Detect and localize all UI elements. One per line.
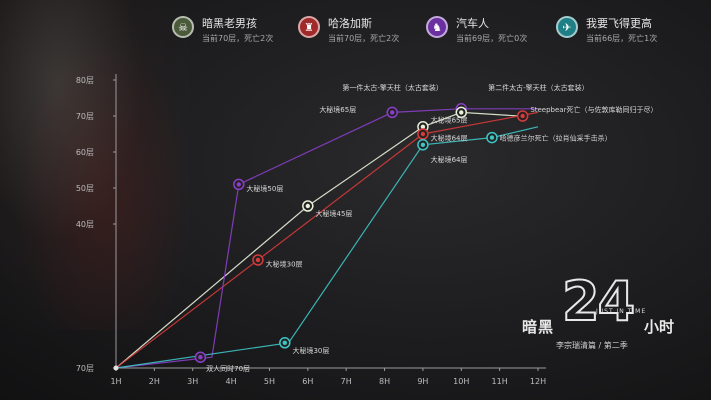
- series-marker: [279, 337, 291, 349]
- series-marker: [455, 106, 468, 119]
- chart-annotation: 大秘境64层: [431, 134, 468, 143]
- marker-dot: [420, 124, 426, 129]
- x-tick-label: 9H: [417, 377, 428, 386]
- series-marker: [486, 131, 498, 144]
- legend-player-name: 哈洛加斯: [328, 17, 372, 30]
- legend-player-name: 汽车人: [456, 17, 489, 30]
- origin-dot: [113, 365, 119, 371]
- marker-dot: [420, 142, 426, 147]
- x-tick-label: 1H: [110, 377, 121, 386]
- series-line-3: [115, 126, 539, 369]
- chart-annotation: Steepbear死亡（与佐敦库勒同归于尽）: [530, 105, 657, 114]
- y-tick-label: 80层: [76, 76, 94, 85]
- x-tick-label: 10H: [453, 377, 469, 386]
- skull-icon: ☠: [172, 16, 194, 38]
- bird-icon: ✈: [556, 16, 578, 38]
- series-line-0: [115, 111, 519, 369]
- logo-subtitle: 李宗瑞清篇 / 第二季: [556, 341, 628, 350]
- logo-number: 24: [561, 269, 636, 334]
- series-marker: [302, 200, 314, 212]
- y-tick-label: 40层: [76, 220, 94, 229]
- chart-markers: [113, 103, 529, 371]
- background-character-art: [0, 0, 190, 330]
- series-line-1: [115, 111, 539, 369]
- marker-dot: [198, 355, 203, 360]
- legend-player-name: 我要飞得更高: [586, 17, 652, 30]
- show-logo: 暗黑 24 JUST IN TIME 小时 李宗瑞清篇 / 第二季: [518, 268, 698, 358]
- series-marker: [417, 128, 429, 140]
- chart-annotation: 大秘境64层: [431, 155, 468, 164]
- series-marker: [386, 106, 398, 119]
- chart-annotation: 大秘境30层: [292, 346, 329, 355]
- marker-dot: [459, 110, 464, 115]
- chart-annotations: 双人同时70层大秘境50层大秘境45层大秘境30层大秘境30层大秘境65层大秘境…: [206, 83, 657, 373]
- wing-shield-icon: ♜: [298, 16, 320, 38]
- series-marker: [233, 178, 245, 191]
- marker-dot: [282, 340, 287, 345]
- y-tick-label: 60层: [76, 148, 94, 157]
- legend-player-stat: 当前70层，死亡2次: [328, 34, 400, 43]
- x-tick-label: 3H: [187, 377, 198, 386]
- chart-annotation: 第一件太古-擎天柱（太古套装）: [342, 83, 443, 92]
- chart-annotation: 第二件太古-擎天柱（太古套装）: [488, 83, 589, 92]
- chart-axes: 1H 2H 3H 4H 5H 6H 7H 8H 9H 10H 11H 12H 70层 40层 50层 60层 7…: [76, 74, 546, 386]
- marker-dot: [489, 135, 495, 140]
- legend-player-stat: 当前69层，死亡0次: [456, 34, 528, 43]
- x-tick-label: 2H: [149, 377, 160, 386]
- y-tick-label: 70层: [76, 112, 94, 121]
- legend-player-stat: 当前66层，死亡1次: [586, 34, 658, 43]
- legend-player-stat: 当前70层，死亡2次: [202, 34, 274, 43]
- marker-dot: [236, 182, 241, 187]
- x-tick-label: 6H: [302, 377, 313, 386]
- series-marker: [417, 139, 429, 151]
- logo-right-text: 小时: [644, 318, 675, 336]
- x-tick-label: 5H: [264, 377, 275, 386]
- chart-annotation: 大秘境65层: [319, 105, 356, 114]
- chart-series: [115, 108, 539, 369]
- series-marker: [194, 351, 207, 363]
- chart-annotation: 大秘境65层: [431, 116, 468, 125]
- marker-dot: [255, 257, 261, 263]
- marker-dot: [520, 113, 525, 119]
- chart-annotation: 双人同时70层: [206, 364, 250, 373]
- chart-annotation: 大秘境50层: [246, 184, 283, 193]
- x-tick-label: 8H: [379, 377, 390, 386]
- series-marker: [516, 110, 529, 122]
- marker-dot: [305, 203, 311, 209]
- chart-annotation: 哈德彦兰尔死亡（拉肖仙采手击杀）: [500, 134, 612, 143]
- logo-left-text: 暗黑: [522, 318, 555, 336]
- chart-annotation: 大秘境45层: [315, 209, 352, 218]
- y-tick-label: 50层: [76, 184, 94, 193]
- series-marker: [252, 254, 264, 266]
- autobot-icon: ♞: [426, 16, 448, 38]
- x-tick-label: 7H: [341, 377, 352, 386]
- x-tick-label: 11H: [492, 377, 508, 386]
- logo-tagline: JUST IN TIME: [596, 308, 647, 315]
- marker-dot: [420, 131, 426, 137]
- x-tick-label: 4H: [226, 377, 237, 386]
- series-line-2: [115, 108, 538, 369]
- legend-player-name: 暗黑老男孩: [202, 17, 257, 30]
- y-tick-label: 70层: [76, 364, 94, 373]
- x-tick-label: 12H: [530, 377, 546, 386]
- chart-annotation: 大秘境30层: [266, 260, 303, 269]
- marker-dot: [390, 110, 395, 115]
